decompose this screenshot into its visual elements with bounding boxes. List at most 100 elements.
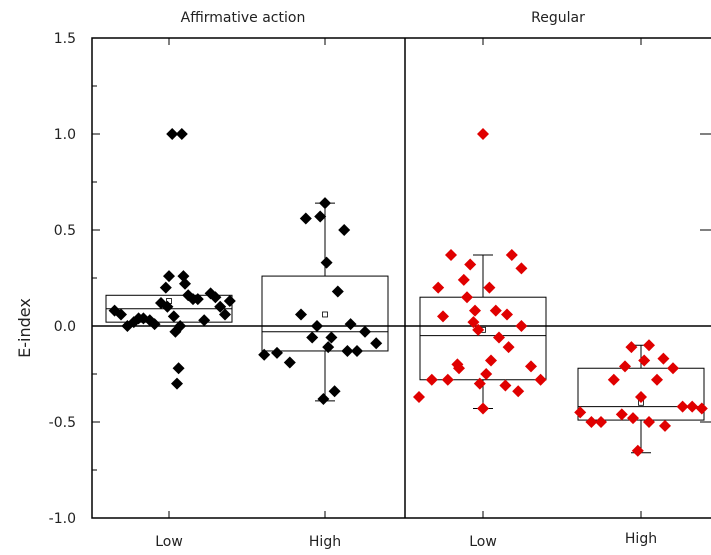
data-point <box>306 331 319 344</box>
data-point <box>115 308 127 321</box>
data-point <box>512 385 525 398</box>
data-point <box>659 419 671 432</box>
data-point <box>574 406 587 419</box>
x-tick-label: Low <box>155 534 183 550</box>
data-point <box>159 281 172 294</box>
data-point <box>167 310 180 323</box>
panel-title: Affirmative action <box>181 10 306 26</box>
data-point <box>461 291 473 304</box>
y-tick-label: 1.5 <box>54 31 76 47</box>
data-point <box>172 362 185 375</box>
data-point <box>413 391 425 404</box>
data-point <box>214 300 227 313</box>
y-tick-label: -1.0 <box>49 511 76 527</box>
data-point <box>501 308 513 321</box>
data-point <box>219 308 231 321</box>
data-point <box>328 385 341 398</box>
data-point <box>477 128 489 140</box>
data-point <box>457 273 470 286</box>
data-point <box>493 331 505 344</box>
data-point <box>464 258 477 271</box>
data-point <box>695 402 708 415</box>
y-tick-label: 0.5 <box>54 223 76 239</box>
data-point <box>525 360 537 373</box>
x-tick-label: High <box>625 531 657 547</box>
data-point <box>585 416 598 428</box>
data-point <box>472 323 485 336</box>
data-point <box>638 354 651 367</box>
data-point <box>686 400 699 413</box>
data-point <box>505 248 518 261</box>
data-point <box>607 373 620 386</box>
data-point <box>667 362 679 375</box>
data-point <box>311 320 323 332</box>
y-tick-label: -0.5 <box>49 415 76 431</box>
data-point <box>627 412 639 425</box>
data-point <box>441 373 454 386</box>
data-point <box>595 416 607 428</box>
data-point <box>331 285 344 298</box>
data-point <box>480 368 493 380</box>
data-point <box>432 281 445 294</box>
x-tick-label: Low <box>469 534 497 550</box>
data-point <box>502 341 515 354</box>
mean-marker <box>322 311 328 318</box>
data-point <box>314 210 327 223</box>
data-point <box>161 300 174 313</box>
data-point <box>344 318 357 331</box>
data-point <box>534 373 547 386</box>
data-point <box>489 304 502 317</box>
box <box>419 296 547 381</box>
data-point <box>351 344 363 357</box>
data-point <box>473 377 486 390</box>
data-point <box>515 262 528 275</box>
data-point <box>477 402 489 415</box>
data-point <box>299 212 312 225</box>
data-point <box>635 391 647 404</box>
data-point <box>445 248 457 261</box>
data-point <box>223 295 236 308</box>
data-point <box>485 354 497 367</box>
data-point <box>175 128 188 140</box>
panel-title: Regular <box>531 10 585 26</box>
data-point <box>359 325 371 338</box>
data-point <box>643 339 655 352</box>
data-point <box>317 392 330 405</box>
data-point <box>467 316 480 329</box>
data-point <box>198 314 211 327</box>
data-point <box>643 416 655 428</box>
data-point <box>625 341 638 354</box>
data-point <box>341 344 354 357</box>
data-point <box>283 356 296 369</box>
data-point <box>515 320 528 332</box>
box <box>577 367 705 421</box>
data-point <box>166 128 179 140</box>
data-point <box>258 348 271 361</box>
data-point <box>483 281 496 294</box>
y-axis-label: E-index <box>15 298 34 358</box>
data-point <box>425 373 438 386</box>
data-point <box>676 400 689 413</box>
data-point <box>469 304 481 317</box>
data-point <box>499 379 512 392</box>
data-point <box>319 197 331 210</box>
y-tick-label: 1.0 <box>54 127 76 143</box>
box <box>261 275 389 352</box>
data-point <box>209 291 222 304</box>
x-tick-label: High <box>309 534 341 550</box>
data-point <box>370 337 383 350</box>
data-point <box>295 308 307 321</box>
data-point <box>191 293 204 306</box>
data-point <box>179 277 191 290</box>
data-point <box>148 318 161 331</box>
data-point <box>631 444 644 457</box>
data-point <box>271 346 283 359</box>
data-point <box>177 270 190 283</box>
data-point <box>322 341 335 354</box>
data-point <box>651 373 663 386</box>
data-point <box>619 360 631 373</box>
data-point <box>338 224 351 236</box>
data-point <box>325 331 338 344</box>
data-point <box>657 352 670 365</box>
